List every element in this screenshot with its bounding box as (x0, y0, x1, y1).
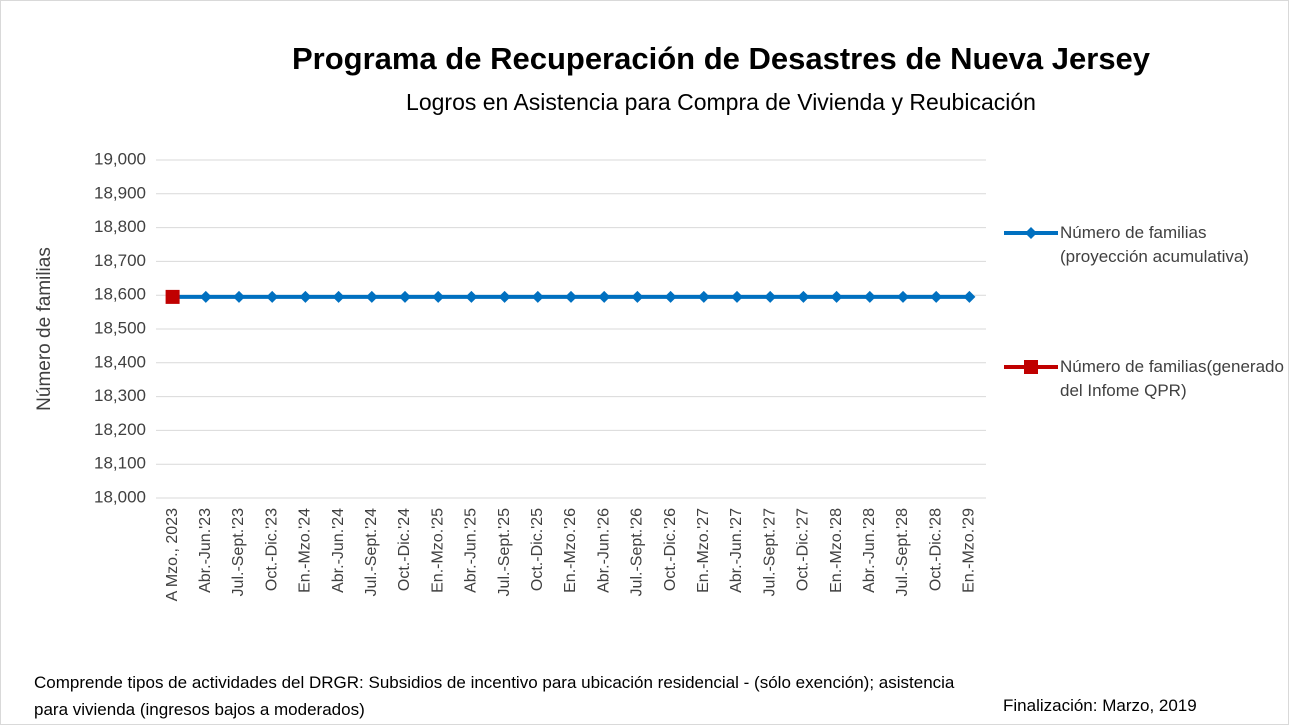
x-tick-label: Abr.-Jun.'25 (463, 508, 480, 593)
x-tick-label: Jul.-Sept.'28 (894, 508, 911, 597)
data-point (731, 290, 743, 303)
x-tick-label: A Mzo., 2023 (164, 508, 181, 601)
x-tick-label: Jul.-Sept.'26 (629, 508, 646, 597)
x-tick-label: Abr.-Jun.'28 (861, 508, 878, 593)
x-tick-label: Oct.-Dic.'28 (927, 508, 944, 591)
x-tick-label: Abr.-Jun.'27 (728, 508, 745, 593)
x-tick-label: En.-Mzo.'27 (695, 508, 712, 593)
x-tick-label: Oct.-Dic.'25 (529, 508, 546, 591)
legend-entry: Número de familias (proyección acumulati… (1004, 221, 1284, 269)
x-tick-label: Jul.-Sept.'24 (363, 508, 380, 597)
data-point (531, 290, 544, 303)
x-tick-label: Oct.-Dic.'26 (662, 508, 679, 591)
y-tick-label: 19,000 (94, 149, 146, 168)
y-tick-label: 18,700 (94, 251, 146, 270)
y-tick-label: 18,200 (94, 420, 146, 439)
data-point (797, 290, 810, 303)
x-tick-label: En.-Mzo.'28 (828, 508, 845, 593)
y-tick-label: 18,300 (94, 386, 146, 405)
chart-subtitle: Logros en Asistencia para Compra de Vivi… (406, 89, 1036, 115)
legend-swatch (1004, 360, 1058, 374)
data-point (897, 290, 909, 303)
data-point (266, 290, 279, 303)
x-tick-label: Jul.-Sept.'25 (496, 508, 513, 597)
y-tick-label: 18,500 (94, 318, 146, 337)
data-point (598, 290, 611, 303)
x-tick-label: En.-Mzo.'24 (297, 508, 314, 593)
x-tick-label: Jul.-Sept.'23 (230, 508, 247, 597)
data-point (165, 289, 180, 304)
footnote: Finalización: Marzo, 2019 (1003, 696, 1197, 715)
y-tick-label: 18,600 (94, 285, 146, 304)
data-point (465, 290, 478, 303)
x-tick-label: Abr.-Jun.'23 (197, 508, 214, 593)
x-tick-label: En.-Mzo.'29 (961, 508, 978, 593)
legend-entry: Número de familias(generado del Infome Q… (1004, 355, 1284, 403)
x-tick-label: En.-Mzo.'25 (429, 508, 446, 593)
data-point (299, 290, 312, 303)
data-point (930, 290, 943, 303)
data-point (332, 290, 345, 303)
data-point (863, 290, 876, 303)
x-tick-label: Jul.-Sept.'27 (761, 508, 778, 597)
x-tick-label: Oct.-Dic.'27 (795, 508, 812, 591)
y-axis-label: Número de familias (34, 247, 55, 411)
legend-label: Número de familias(generado del Infome Q… (1060, 357, 1284, 400)
legend-label: Número de familias (proyección acumulati… (1060, 223, 1249, 266)
data-point (631, 290, 644, 303)
y-tick-label: 18,800 (94, 217, 146, 236)
legend-swatch (1004, 227, 1058, 239)
y-tick-label: 18,900 (94, 183, 146, 202)
data-point (1024, 360, 1038, 374)
data-point (830, 290, 843, 303)
data-point (399, 290, 411, 303)
data-point (365, 290, 378, 303)
data-point (697, 290, 710, 303)
data-point (963, 290, 976, 303)
x-tick-label: Abr.-Jun.'26 (595, 508, 612, 593)
data-point (764, 290, 777, 303)
x-tick-label: Oct.-Dic.'23 (263, 508, 280, 591)
y-tick-label: 18,400 (94, 352, 146, 371)
chart-title: Programa de Recuperación de Desastres de… (292, 41, 1151, 76)
x-tick-label: En.-Mzo.'26 (562, 508, 579, 593)
data-point (664, 290, 677, 303)
y-tick-label: 18,000 (94, 487, 146, 506)
data-point (233, 290, 245, 303)
data-point (432, 290, 445, 303)
x-tick-label: Abr.-Jun.'24 (330, 508, 347, 593)
x-tick-label: Oct.-Dic.'24 (396, 508, 413, 591)
footnote: Comprende tipos de actividades del DRGR:… (34, 673, 955, 719)
y-tick-label: 18,100 (94, 454, 146, 473)
data-point (1025, 227, 1037, 239)
data-point (498, 290, 511, 303)
data-point (199, 290, 212, 303)
data-point (565, 290, 577, 303)
